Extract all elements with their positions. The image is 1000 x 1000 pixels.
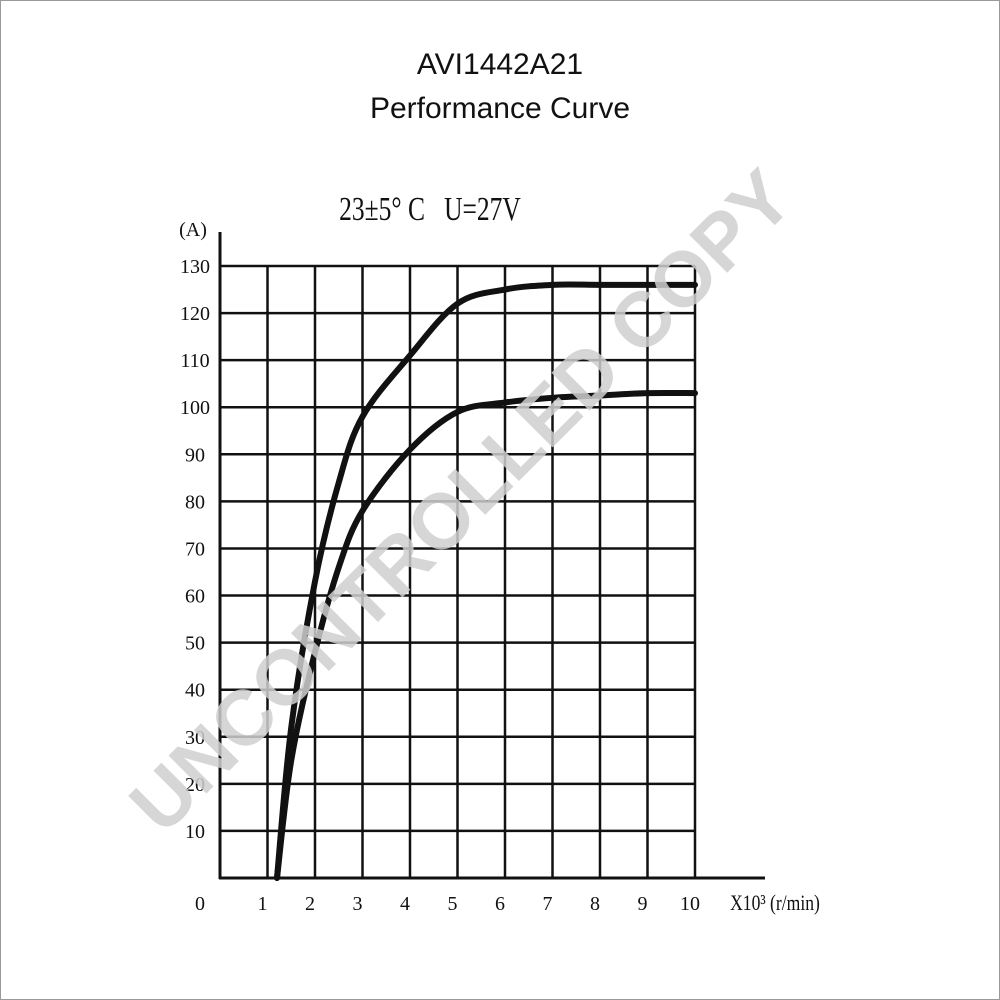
x-tick-label: 0 xyxy=(195,893,205,915)
curve xyxy=(274,389,698,881)
chart-subtitle: Performance Curve xyxy=(370,92,630,125)
chart-title: AVI1442A21 xyxy=(417,48,583,81)
x-axis-label: X10³ (r/min) xyxy=(730,891,820,915)
annotation: 23±5° C U=27V xyxy=(339,189,521,227)
x-tick-label: 9 xyxy=(638,893,648,915)
y-tick-label: 130 xyxy=(180,256,210,278)
x-tick-label: 8 xyxy=(590,893,600,915)
x-tick-label: 4 xyxy=(400,893,410,915)
x-tick-label: 1 xyxy=(258,893,268,915)
y-tick-label: 110 xyxy=(180,350,209,372)
y-tick-label: 10 xyxy=(185,821,205,843)
y-tick-label: 20 xyxy=(185,774,205,796)
y-tick-label: 40 xyxy=(185,680,205,702)
x-tick-label: 10 xyxy=(680,893,700,915)
y-axis-label: (A) xyxy=(179,219,207,241)
curve xyxy=(274,281,698,881)
x-tick-label: 7 xyxy=(543,893,553,915)
y-tick-label: 120 xyxy=(180,303,210,325)
x-tick-label: 3 xyxy=(353,893,363,915)
y-tick-label: 90 xyxy=(185,444,205,466)
y-tick-label: 50 xyxy=(185,633,205,655)
x-tick-label: 6 xyxy=(495,893,505,915)
y-tick-label: 70 xyxy=(185,538,205,560)
x-tick-label: 5 xyxy=(448,893,458,915)
y-tick-label: 80 xyxy=(185,491,205,513)
y-tick-label: 100 xyxy=(180,397,210,419)
y-tick-label: 30 xyxy=(185,727,205,749)
y-tick-label: 60 xyxy=(185,586,205,608)
x-tick-label: 2 xyxy=(305,893,315,915)
